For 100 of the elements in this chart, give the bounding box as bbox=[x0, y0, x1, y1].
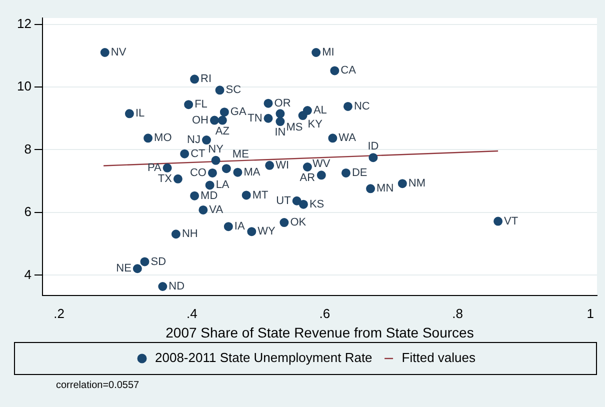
point bbox=[202, 136, 211, 145]
point bbox=[144, 134, 153, 143]
y-tick-label: 4 bbox=[24, 266, 32, 282]
annotation: TN bbox=[248, 112, 262, 124]
annotation: WV bbox=[312, 158, 331, 170]
annotation: NY bbox=[208, 143, 224, 156]
annotation: CA bbox=[340, 64, 357, 77]
point bbox=[100, 48, 110, 58]
y-tick-label: 12 bbox=[16, 16, 32, 31]
annotation: IA bbox=[234, 220, 246, 233]
point bbox=[341, 168, 350, 178]
point bbox=[276, 117, 285, 126]
annotation: VA bbox=[209, 204, 224, 216]
point bbox=[368, 153, 378, 162]
annotation: IL bbox=[135, 108, 145, 120]
point bbox=[208, 168, 217, 178]
annotation: IN bbox=[274, 126, 286, 139]
point bbox=[280, 218, 289, 228]
annotation: SC bbox=[226, 84, 242, 96]
annotation: MT bbox=[252, 189, 269, 202]
annotation: NM bbox=[408, 178, 426, 190]
annotation: OR bbox=[274, 97, 291, 110]
point bbox=[218, 116, 227, 125]
annotation: CT bbox=[190, 148, 206, 160]
point bbox=[132, 264, 142, 274]
annotation: SD bbox=[150, 256, 166, 268]
point bbox=[180, 149, 190, 158]
annotation: OH bbox=[192, 114, 209, 126]
annotation: WI bbox=[276, 159, 290, 172]
point bbox=[171, 230, 180, 239]
point bbox=[264, 114, 273, 123]
point bbox=[298, 200, 308, 209]
point bbox=[366, 184, 376, 194]
point bbox=[398, 179, 407, 188]
annotation: GA bbox=[230, 106, 247, 118]
x-tick-label: .6 bbox=[319, 306, 330, 321]
point bbox=[205, 180, 214, 190]
point bbox=[184, 100, 194, 110]
annotation: PA bbox=[147, 162, 162, 174]
point bbox=[312, 48, 321, 58]
point bbox=[494, 216, 503, 226]
point bbox=[222, 164, 231, 174]
x-tick-label: 1 bbox=[586, 306, 594, 321]
annotation: FL bbox=[194, 98, 208, 111]
annotation: MN bbox=[376, 182, 394, 195]
point bbox=[215, 86, 224, 95]
legend-label: 2008-2011 State Unemployment Rate bbox=[155, 350, 372, 366]
annotation: MA bbox=[244, 166, 261, 178]
x-tick-label: .8 bbox=[452, 306, 463, 321]
annotation: AR bbox=[300, 172, 316, 184]
point bbox=[162, 163, 172, 172]
point bbox=[316, 170, 326, 180]
y-tick-label: 10 bbox=[16, 78, 32, 94]
annotation: DE bbox=[352, 166, 368, 179]
annotation: VT bbox=[504, 215, 518, 228]
annotation: KY bbox=[308, 118, 324, 131]
annotation: CO bbox=[190, 166, 207, 179]
y-tick-label: 8 bbox=[24, 141, 32, 156]
point bbox=[210, 116, 219, 125]
y-tick-label: 6 bbox=[24, 204, 32, 220]
annotation: RI bbox=[200, 73, 212, 86]
point bbox=[330, 66, 340, 76]
point bbox=[265, 160, 274, 170]
annotation: ME bbox=[232, 148, 249, 161]
annotation: TX bbox=[158, 172, 173, 185]
annotation: ND bbox=[168, 280, 185, 293]
annotation: AZ bbox=[215, 125, 230, 138]
annotation: LA bbox=[216, 179, 230, 192]
annotation: AL bbox=[313, 104, 327, 117]
point bbox=[190, 74, 200, 84]
annotation: NV bbox=[110, 46, 127, 59]
point bbox=[173, 174, 182, 184]
point bbox=[190, 191, 200, 200]
point bbox=[124, 109, 134, 118]
x-axis-title: 2007 Share of State Revenue from State Sources bbox=[166, 324, 474, 340]
point bbox=[302, 162, 312, 172]
annotation: OK bbox=[290, 216, 307, 229]
point bbox=[198, 205, 208, 214]
point bbox=[276, 109, 285, 118]
annotation: MS bbox=[286, 122, 303, 134]
annotation: ID bbox=[368, 140, 379, 153]
point bbox=[292, 196, 302, 206]
point bbox=[343, 102, 352, 111]
point bbox=[220, 108, 229, 117]
annotation: MI bbox=[322, 46, 334, 59]
point bbox=[328, 134, 338, 143]
point bbox=[298, 111, 308, 120]
point bbox=[224, 222, 233, 232]
annotation: UT bbox=[276, 194, 292, 207]
x-tick-label: .4 bbox=[186, 306, 198, 321]
annotation: NE bbox=[116, 262, 132, 275]
annotation: MD bbox=[200, 190, 218, 202]
annotation: NH bbox=[182, 228, 198, 240]
point bbox=[140, 257, 150, 266]
point bbox=[233, 168, 242, 177]
point bbox=[242, 190, 251, 200]
annotation: MO bbox=[154, 132, 172, 144]
point bbox=[158, 282, 168, 292]
point bbox=[247, 227, 256, 236]
annotation: NC bbox=[354, 100, 370, 112]
